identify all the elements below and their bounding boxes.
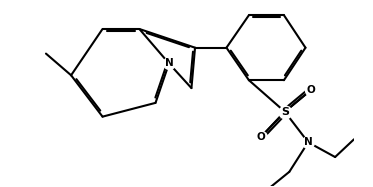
Text: N: N	[164, 59, 173, 68]
Text: O: O	[256, 132, 265, 142]
Text: O: O	[307, 85, 315, 95]
Text: N: N	[304, 137, 313, 147]
Text: S: S	[281, 107, 289, 117]
